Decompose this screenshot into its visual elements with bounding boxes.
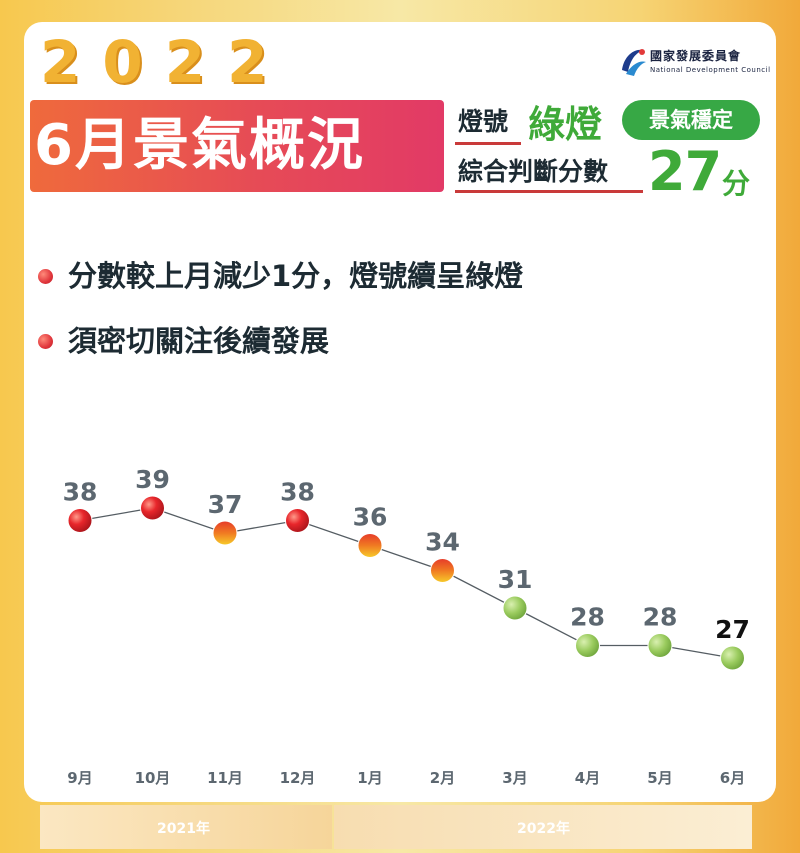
- data-label: 38: [63, 478, 98, 507]
- bullet-dot-icon: [38, 334, 53, 349]
- data-label: 31: [498, 565, 533, 594]
- data-labels: 38 39 37 38 36 34 31 28 28 27: [63, 465, 750, 644]
- data-point: [430, 558, 455, 583]
- data-label: 36: [353, 503, 388, 532]
- data-point: [647, 633, 673, 658]
- data-label: 28: [643, 603, 678, 632]
- data-point: [140, 495, 165, 521]
- data-point: [357, 533, 383, 558]
- banner-title: 6月景氣概況: [34, 113, 365, 178]
- x-tick-label: 1月: [357, 769, 382, 787]
- score-value: 27: [648, 140, 722, 203]
- x-tick-labels: 9月 10月 11月 12月 1月 2月 3月 4月 5月 6月: [67, 769, 745, 787]
- score-unit: 分: [722, 167, 751, 200]
- status-badge: 景氣穩定: [622, 100, 760, 140]
- data-point: [212, 520, 238, 546]
- signal-value: 綠燈: [528, 103, 602, 146]
- data-label: 27: [715, 615, 750, 644]
- data-label: 34: [425, 528, 460, 557]
- data-point: [502, 595, 528, 621]
- data-point: [575, 633, 600, 658]
- year-label-2022: 2022年: [517, 821, 570, 837]
- ndc-logo: 國家發展委員會 National Development Council: [618, 44, 771, 84]
- year-band-2022: [334, 805, 752, 849]
- score-line-chart: 38 39 37 38 36 34 31 28 28 27 9月 10月 11月 12月 1月 2月 3月 4月…: [63, 465, 750, 787]
- x-tick-label: 4月: [575, 769, 600, 787]
- year-band-2021: [40, 805, 332, 849]
- ndc-logo-icon: [622, 49, 646, 76]
- year-title: 2022: [40, 28, 290, 96]
- signal-underline: [455, 142, 521, 145]
- score-label: 綜合判斷分數: [458, 157, 609, 186]
- logo-text-zh: 國家發展委員會: [650, 49, 742, 63]
- data-label: 37: [208, 490, 243, 519]
- bullet-dot-icon: [38, 269, 53, 284]
- bullet-text: 分數較上月減少1分，燈號續呈綠燈: [68, 259, 524, 293]
- x-tick-label: 6月: [720, 769, 745, 787]
- year-label-2021: 2021年: [157, 821, 210, 837]
- data-point: [720, 645, 745, 671]
- data-label: 39: [135, 465, 170, 494]
- title-banner: [30, 100, 444, 192]
- data-label: 38: [280, 478, 315, 507]
- x-tick-label: 5月: [647, 769, 672, 787]
- bullet-text: 須密切關注後續發展: [68, 324, 330, 358]
- data-points: [67, 495, 745, 671]
- x-tick-label: 11月: [207, 769, 243, 787]
- x-tick-label: 3月: [502, 769, 527, 787]
- signal-label: 燈號: [458, 107, 509, 136]
- series-line: [79, 507, 733, 659]
- x-tick-label: 2月: [430, 769, 455, 787]
- data-label: 28: [570, 603, 605, 632]
- series-line-path: [79, 507, 733, 659]
- x-tick-label: 10月: [135, 769, 171, 787]
- x-tick-label: 12月: [280, 769, 316, 787]
- data-point: [285, 508, 310, 533]
- data-point: [67, 508, 93, 533]
- score-underline: [455, 190, 643, 193]
- x-tick-label: 9月: [67, 769, 92, 787]
- logo-text-en: National Development Council: [650, 66, 771, 74]
